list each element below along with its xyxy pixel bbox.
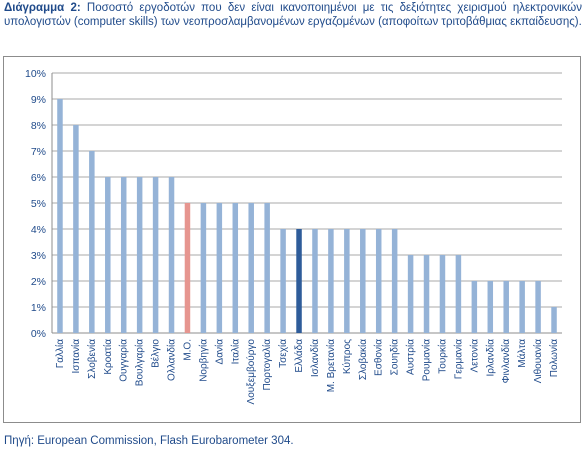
bar: [264, 203, 270, 333]
y-tick-label: 9%: [31, 94, 46, 106]
figure-caption: Διάγραμμα 2: Ποσοστό εργοδοτών που δεν ε…: [4, 2, 582, 29]
bar: [280, 229, 286, 333]
y-tick-label: 5%: [31, 198, 46, 210]
bar: [89, 151, 95, 333]
bar: [73, 125, 79, 333]
bar: [57, 99, 63, 333]
x-tick-label: Κύπρος: [341, 339, 353, 374]
bar: [152, 177, 159, 333]
x-tick-label: Βουλγαρία: [134, 339, 146, 386]
x-tick-label: Ισπανία: [70, 339, 82, 374]
y-tick-label: 3%: [31, 250, 46, 262]
x-tick-label: Λετονία: [468, 339, 480, 373]
bar: [471, 281, 478, 333]
x-tick-label: Κροατία: [102, 339, 114, 375]
bar: [455, 255, 462, 333]
x-tick-label: Σλοβακία: [357, 339, 369, 380]
x-tick-label: Γερμανία: [452, 339, 464, 379]
bar: [328, 229, 334, 333]
chart-frame: 0% 1% 2% 3% 4% 5% 6% 7% 8% 9% 10% Γαλλία Ισπανία Σλοβ…: [3, 56, 581, 423]
caption-separator: :: [76, 2, 81, 14]
y-tick-label: 0%: [31, 328, 46, 340]
x-tick-label: Πολωνία: [548, 339, 560, 377]
bar: [487, 281, 494, 333]
bar: [360, 229, 366, 333]
x-tick-label: Βέλγιο: [150, 339, 162, 368]
x-tick-label: Αυστρία: [405, 339, 417, 375]
x-tick-label: Ιταλία: [229, 339, 241, 365]
bar: [407, 255, 414, 333]
bar-chart: 0% 1% 2% 3% 4% 5% 6% 7% 8% 9% 10% Γαλλία Ισπανία Σλοβ…: [25, 68, 562, 405]
x-tick-label: Μ. Βρετανία: [325, 339, 337, 393]
bar: [248, 203, 254, 333]
y-tick-label: 10%: [25, 68, 46, 80]
bar: [423, 255, 430, 333]
y-tick-label: 1%: [31, 302, 46, 314]
bar: [375, 229, 382, 333]
x-tick-label: Σλοβενία: [86, 339, 98, 379]
x-tick-label: Ρουμανία: [421, 339, 433, 381]
bar: [551, 307, 557, 333]
bar: [105, 177, 111, 333]
bar: [168, 177, 175, 333]
bar: [391, 229, 398, 333]
bar: [503, 281, 509, 333]
x-tick-label: Τσεχία: [277, 339, 289, 368]
caption-label: Διάγραμμα 2: [4, 2, 77, 14]
x-tick-label: Εσθονία: [373, 339, 385, 376]
bar: [200, 203, 207, 333]
x-tick-label: Μ.Ο.: [182, 339, 193, 361]
bar: [184, 203, 191, 333]
x-tick-label: Σουηδία: [389, 339, 401, 376]
x-tick-label: Ελλάδα: [293, 339, 305, 373]
x-tick-label: Μάλτα: [516, 339, 528, 368]
x-tick-label: Πορτογαλία: [261, 339, 273, 391]
y-tick-label: 8%: [31, 120, 46, 132]
bar: [312, 229, 318, 333]
source-note: Πηγή: European Commission, Flash Eurobar…: [4, 435, 294, 447]
x-tick-label: Ιρλανδία: [484, 339, 496, 377]
bar: [216, 203, 223, 333]
x-tick-label: Φινλανδία: [500, 339, 512, 384]
x-tick-label: Νορβηγία: [197, 339, 209, 382]
x-tick-label: Δανία: [213, 339, 225, 365]
x-tick-label: Λιθουανία: [532, 339, 544, 383]
bar: [136, 177, 143, 333]
caption-text: Ποσοστό εργοδοτών που δεν είναι ικανοποι…: [4, 2, 583, 28]
bar: [519, 281, 525, 333]
y-tick-label: 6%: [31, 172, 46, 184]
x-tick-label: Ουγγαρία: [118, 339, 130, 382]
y-tick-label: 4%: [31, 224, 46, 236]
x-tick-label: Λουξεμβούργο: [245, 339, 257, 405]
y-tick-label: 2%: [31, 276, 46, 288]
y-tick-label: 7%: [31, 146, 46, 158]
bar: [535, 281, 541, 333]
bar: [232, 203, 239, 333]
bar: [439, 255, 446, 333]
bar: [296, 229, 302, 333]
x-tick-label: Τουρκία: [436, 339, 448, 374]
x-tick-label: Ολλανδία: [166, 339, 178, 381]
x-tick-label: Γαλλία: [54, 339, 66, 369]
x-tick-label: Ισλανδία: [309, 339, 321, 377]
bar: [344, 229, 350, 333]
bar: [120, 177, 127, 333]
